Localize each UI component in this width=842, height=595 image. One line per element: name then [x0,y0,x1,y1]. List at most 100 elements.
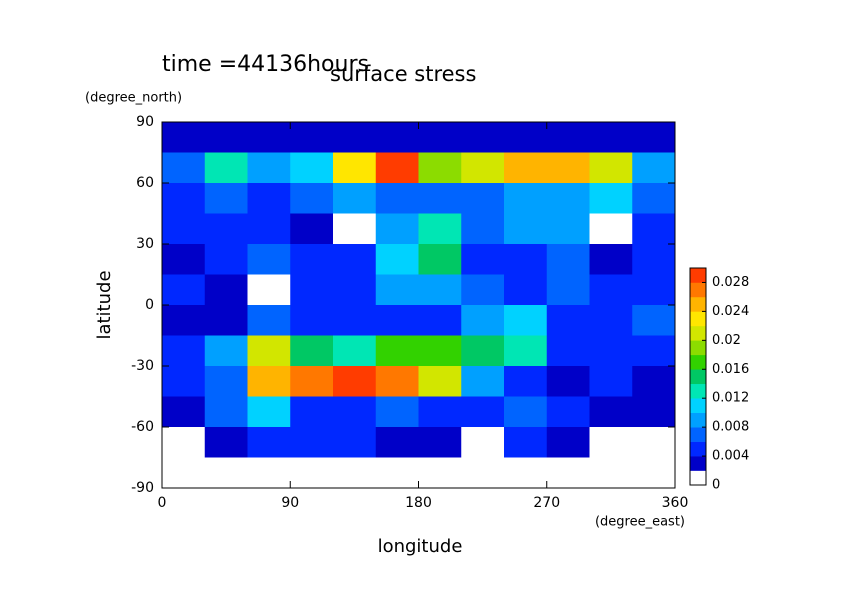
field-cell [375,274,419,306]
field-cell [204,366,248,397]
field-cell [290,366,334,397]
axes: 0 90 180 270 360 -90 -60 -30 0 30 60 90 0 0.004 0.008 0… [131,114,749,511]
field-cell [589,366,633,397]
field-cell [204,244,248,275]
field-cell [632,366,676,397]
field-cell [247,244,291,275]
field-cell [204,427,248,458]
chart-title: surface stress [330,62,476,86]
colorbar-swatch [690,456,706,471]
field-cell [333,396,377,428]
field-cell [290,305,334,336]
field-cell [162,274,206,306]
field-cell [589,305,633,336]
field-cell [375,366,419,397]
field-cell [162,183,206,214]
x-tick-label: 360 [662,495,689,511]
field-cell [461,244,505,275]
field-cell [504,427,548,458]
field-cell [375,396,419,428]
field-cell [546,213,590,245]
field-cell [504,183,548,214]
field-cell [290,427,334,458]
field-cell [418,396,462,428]
time-label: time =44136hours [162,52,369,77]
x-unit: (degree_east) [595,515,685,530]
field-cell [204,457,248,489]
field-cell [461,122,505,153]
field-cell [247,396,291,428]
field-cell [632,213,676,245]
field-cell [632,427,676,458]
field-cell [290,335,334,367]
field-cell [504,305,548,336]
field-cell [162,244,206,275]
field-cell [632,396,676,428]
colorbar-swatch [690,268,706,283]
y-tick-label: -60 [131,419,154,435]
field-cell [290,122,334,153]
field-cell [632,335,676,367]
colorbar-swatch [690,325,706,341]
field-cell [290,274,334,306]
field-cell [418,305,462,336]
x-tick-label: 180 [405,495,432,511]
field-cell [375,335,419,367]
y-tick-label: -30 [131,358,154,374]
field-cell [247,366,291,397]
colorbar-frame [689,267,707,486]
field-cell [504,244,548,275]
colorbar-swatch [690,311,706,327]
field-cell [204,152,248,184]
field-cell [504,457,548,489]
colorbar-swatch [690,340,706,356]
field-cell [290,244,334,275]
field-cell [333,183,377,214]
field-cell [333,305,377,336]
field-cell [461,427,505,458]
field-cell [162,396,206,428]
field-cell [504,213,548,245]
field [162,122,676,489]
colorbar-swatch [690,427,706,442]
field-cell [632,183,676,214]
field-cell [204,305,248,336]
field-cell [333,335,377,367]
colorbar-swatch [690,296,706,312]
field-cell [632,274,676,306]
colorbar-tick-label: 0.012 [712,391,749,406]
field-cell [589,274,633,306]
y-tick-label: 30 [136,236,154,252]
field-cell [546,427,590,458]
field-cell [290,183,334,214]
field-cell [589,122,633,153]
colorbar-tick-label: 0.004 [712,449,749,464]
field-cell [418,213,462,245]
y-unit: (degree_north) [85,91,182,106]
field-cell [247,457,291,489]
field-cell [461,396,505,428]
field-cell [333,366,377,397]
field-cell [204,183,248,214]
field-cell [461,274,505,306]
field-cell [247,122,291,153]
field-cell [333,427,377,458]
colorbar-tick-label: 0.008 [712,420,749,435]
field-cell [546,122,590,153]
field-cell [204,335,248,367]
field-cell [504,396,548,428]
field-cell [333,244,377,275]
colorbar-tick-label: 0.016 [712,362,749,377]
field-cell [375,305,419,336]
field-cell [333,274,377,306]
field-cell [204,122,248,153]
colorbar-swatch [690,412,706,428]
field-cell [247,213,291,245]
field-cell [546,457,590,489]
field-cell [333,122,377,153]
field-cell [546,335,590,367]
field-cell [333,152,377,184]
field-cell [375,152,419,184]
field-cell [418,335,462,367]
